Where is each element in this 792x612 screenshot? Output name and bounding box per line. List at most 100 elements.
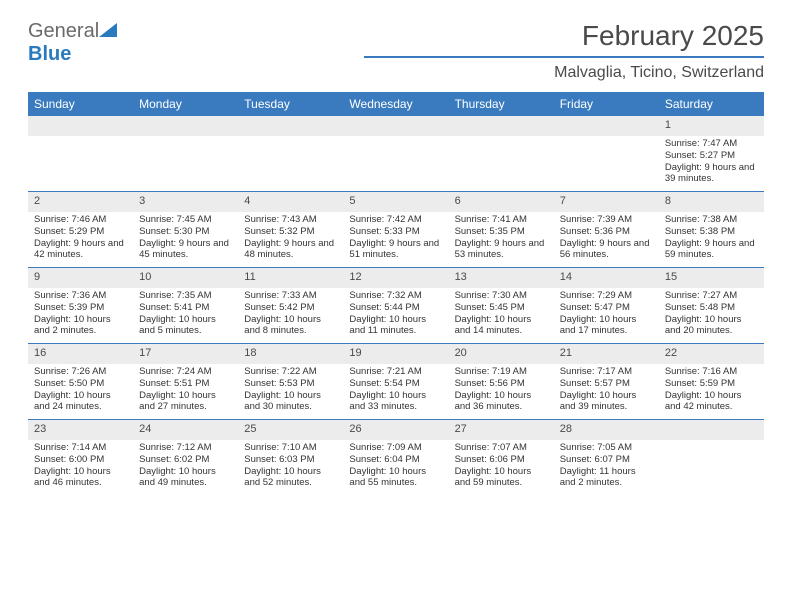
day-number: 21 <box>554 344 659 364</box>
sunrise-text: Sunrise: 7:38 AM <box>665 214 758 226</box>
sunset-text: Sunset: 5:51 PM <box>139 378 232 390</box>
day-number: 9 <box>28 268 133 288</box>
calendar-day: 16Sunrise: 7:26 AMSunset: 5:50 PMDayligh… <box>28 344 133 419</box>
calendar-day: 15Sunrise: 7:27 AMSunset: 5:48 PMDayligh… <box>659 268 764 343</box>
logo-text-blue: Blue <box>28 43 117 66</box>
day-number <box>343 116 448 136</box>
calendar-day: 8Sunrise: 7:38 AMSunset: 5:38 PMDaylight… <box>659 192 764 267</box>
sunset-text: Sunset: 5:54 PM <box>349 378 442 390</box>
day-number: 6 <box>449 192 554 212</box>
sunrise-text: Sunrise: 7:07 AM <box>455 442 548 454</box>
calendar-day-empty <box>449 116 554 191</box>
daylight-text: Daylight: 10 hours and 30 minutes. <box>244 390 337 414</box>
day-number <box>133 116 238 136</box>
weekday-header-cell: Sunday <box>28 92 133 116</box>
calendar-week-row: 2Sunrise: 7:46 AMSunset: 5:29 PMDaylight… <box>28 191 764 267</box>
sunrise-text: Sunrise: 7:46 AM <box>34 214 127 226</box>
sunset-text: Sunset: 5:53 PM <box>244 378 337 390</box>
calendar-week-row: 9 Sunrise: 7:36 AMSunset: 5:39 PM Daylight… <box>28 267 764 343</box>
daylight-text: Daylight: 10 hours and 36 minutes. <box>455 390 548 414</box>
day-body: Sunrise: 7:46 AMSunset: 5:29 PMDaylight:… <box>28 212 133 266</box>
day-body: Sunrise: 7:16 AMSunset: 5:59 PMDaylight:… <box>659 364 764 418</box>
sunset-text: Sunset: 5:35 PM <box>455 226 548 238</box>
day-body: Sunrise: 7:42 AMSunset: 5:33 PMDaylight:… <box>343 212 448 266</box>
sunset-text: Sunset: 5:29 PM <box>34 226 127 238</box>
sunset-text: Sunset: 5:50 PM <box>34 378 127 390</box>
sunrise-text: Sunrise: 7:10 AM <box>244 442 337 454</box>
sunset-text: Sunset: 5:56 PM <box>455 378 548 390</box>
calendar-day: 25Sunrise: 7:10 AMSunset: 6:03 PMDayligh… <box>238 420 343 495</box>
calendar-day: 22Sunrise: 7:16 AMSunset: 5:59 PMDayligh… <box>659 344 764 419</box>
day-number <box>449 116 554 136</box>
sunset-text: Sunset: 5:59 PM <box>665 378 758 390</box>
calendar-day: 2Sunrise: 7:46 AMSunset: 5:29 PMDaylight… <box>28 192 133 267</box>
daylight-text: Daylight: 10 hours and 27 minutes. <box>139 390 232 414</box>
calendar-day: 9Sunrise: 7:36 AMSunset: 5:39 PMDaylight… <box>28 268 133 343</box>
calendar-day: 6Sunrise: 7:41 AMSunset: 5:35 PMDaylight… <box>449 192 554 267</box>
sunrise-text: Sunrise: 7:26 AM <box>34 366 127 378</box>
day-number: 2 <box>28 192 133 212</box>
calendar-day: 11Sunrise: 7:33 AMSunset: 5:42 PMDayligh… <box>238 268 343 343</box>
calendar-day: 18Sunrise: 7:22 AMSunset: 5:53 PMDayligh… <box>238 344 343 419</box>
sunrise-text: Sunrise: 7:39 AM <box>560 214 653 226</box>
day-number: 12 <box>343 268 448 288</box>
day-number: 11 <box>238 268 343 288</box>
calendar-day-empty <box>554 116 659 191</box>
sunset-text: Sunset: 5:47 PM <box>560 302 653 314</box>
calendar-week-row: 1Sunrise: 7:47 AMSunset: 5:27 PMDaylight… <box>28 116 764 191</box>
sunset-text: Sunset: 6:06 PM <box>455 454 548 466</box>
day-body: Sunrise: 7:19 AMSunset: 5:56 PMDaylight:… <box>449 364 554 418</box>
weekday-header-cell: Thursday <box>449 92 554 116</box>
sunrise-text: Sunrise: 7:21 AM <box>349 366 442 378</box>
day-body: Sunrise: 7:43 AMSunset: 5:32 PMDaylight:… <box>238 212 343 266</box>
daylight-text: Daylight: 10 hours and 46 minutes. <box>34 466 127 490</box>
sunset-text: Sunset: 5:41 PM <box>139 302 232 314</box>
daylight-text: Daylight: 9 hours and 39 minutes. <box>665 162 758 186</box>
day-body: Sunrise: 7:12 AMSunset: 6:02 PMDaylight:… <box>133 440 238 494</box>
day-body: Sunrise: 7:33 AMSunset: 5:42 PMDaylight:… <box>238 288 343 342</box>
sunset-text: Sunset: 5:45 PM <box>455 302 548 314</box>
day-body: Sunrise: 7:38 AMSunset: 5:38 PMDaylight:… <box>659 212 764 266</box>
daylight-text: Daylight: 10 hours and 17 minutes. <box>560 314 653 338</box>
day-body: Sunrise: 7:14 AMSunset: 6:00 PMDaylight:… <box>28 440 133 494</box>
sunrise-text: Sunrise: 7:12 AM <box>139 442 232 454</box>
sunset-text: Sunset: 5:36 PM <box>560 226 653 238</box>
sunset-text: Sunset: 5:38 PM <box>665 226 758 238</box>
sunrise-text: Sunrise: 7:36 AM <box>34 290 127 302</box>
sunset-text: Sunset: 5:32 PM <box>244 226 337 238</box>
daylight-text: Daylight: 10 hours and 24 minutes. <box>34 390 127 414</box>
day-body: Sunrise: 7:10 AMSunset: 6:03 PMDaylight:… <box>238 440 343 494</box>
weekday-header-cell: Friday <box>554 92 659 116</box>
day-number: 15 <box>659 268 764 288</box>
calendar-day: 26Sunrise: 7:09 AMSunset: 6:04 PMDayligh… <box>343 420 448 495</box>
day-body: Sunrise: 7:17 AMSunset: 5:57 PMDaylight:… <box>554 364 659 418</box>
calendar-day: 7Sunrise: 7:39 AMSunset: 5:36 PMDaylight… <box>554 192 659 267</box>
calendar-day: 23Sunrise: 7:14 AMSunset: 6:00 PMDayligh… <box>28 420 133 495</box>
day-body: Sunrise: 7:22 AMSunset: 5:53 PMDaylight:… <box>238 364 343 418</box>
daylight-text: Daylight: 9 hours and 45 minutes. <box>139 238 232 262</box>
calendar-week-row: 16Sunrise: 7:26 AMSunset: 5:50 PMDayligh… <box>28 343 764 419</box>
sunset-text: Sunset: 5:57 PM <box>560 378 653 390</box>
sunset-text: Sunset: 5:42 PM <box>244 302 337 314</box>
day-number: 13 <box>449 268 554 288</box>
sunset-text: Sunset: 5:39 PM <box>34 302 127 314</box>
day-number: 28 <box>554 420 659 440</box>
sunset-text: Sunset: 5:30 PM <box>139 226 232 238</box>
calendar-day: 21Sunrise: 7:17 AMSunset: 5:57 PMDayligh… <box>554 344 659 419</box>
day-body: Sunrise: 7:05 AMSunset: 6:07 PMDaylight:… <box>554 440 659 494</box>
day-body: Sunrise: 7:26 AMSunset: 5:50 PMDaylight:… <box>28 364 133 418</box>
calendar-day-empty <box>659 420 764 495</box>
sunrise-text: Sunrise: 7:35 AM <box>139 290 232 302</box>
day-number: 23 <box>28 420 133 440</box>
day-number: 7 <box>554 192 659 212</box>
calendar-day: 27Sunrise: 7:07 AMSunset: 6:06 PMDayligh… <box>449 420 554 495</box>
day-number: 20 <box>449 344 554 364</box>
day-number: 4 <box>238 192 343 212</box>
day-number: 22 <box>659 344 764 364</box>
sunset-text: Sunset: 6:03 PM <box>244 454 337 466</box>
daylight-text: Daylight: 9 hours and 51 minutes. <box>349 238 442 262</box>
location-text: Malvaglia, Ticino, Switzerland <box>364 64 764 82</box>
day-number: 5 <box>343 192 448 212</box>
day-body: Sunrise: 7:32 AMSunset: 5:44 PMDaylight:… <box>343 288 448 342</box>
calendar-day: 5Sunrise: 7:42 AMSunset: 5:33 PMDaylight… <box>343 192 448 267</box>
